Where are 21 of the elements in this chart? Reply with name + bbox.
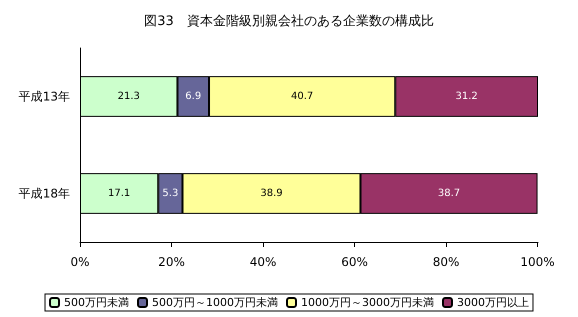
x-tick-label: 20% (158, 255, 185, 269)
x-tick-label: 0% (70, 255, 90, 269)
data-label: 5.3 (162, 188, 178, 199)
chart-title: 図33 資本金階級別親会社のある企業数の構成比 (144, 14, 434, 29)
data-label: 21.3 (118, 91, 140, 102)
data-label: 6.9 (185, 91, 202, 102)
y-tick-label: 平成18年 (18, 186, 70, 200)
legend-label: 500万円～1000万円未満 (152, 296, 278, 309)
x-tick-label: 40% (250, 255, 276, 269)
x-tick-label: 100% (520, 255, 555, 269)
x-tick-label: 80% (432, 255, 460, 269)
y-tick-label: 平成13年 (18, 90, 70, 104)
x-tick-label: 60% (341, 255, 368, 269)
data-label: 31.2 (455, 91, 478, 102)
data-label: 40.7 (291, 91, 314, 102)
legend-label: 1000万円～3000万円未満 (301, 296, 434, 309)
data-label: 17.1 (108, 188, 130, 199)
data-label: 38.7 (438, 188, 460, 199)
legend-label: 3000万円以上 (456, 296, 529, 309)
data-label: 38.9 (260, 188, 283, 199)
legend-label: 500万円未満 (64, 296, 130, 309)
